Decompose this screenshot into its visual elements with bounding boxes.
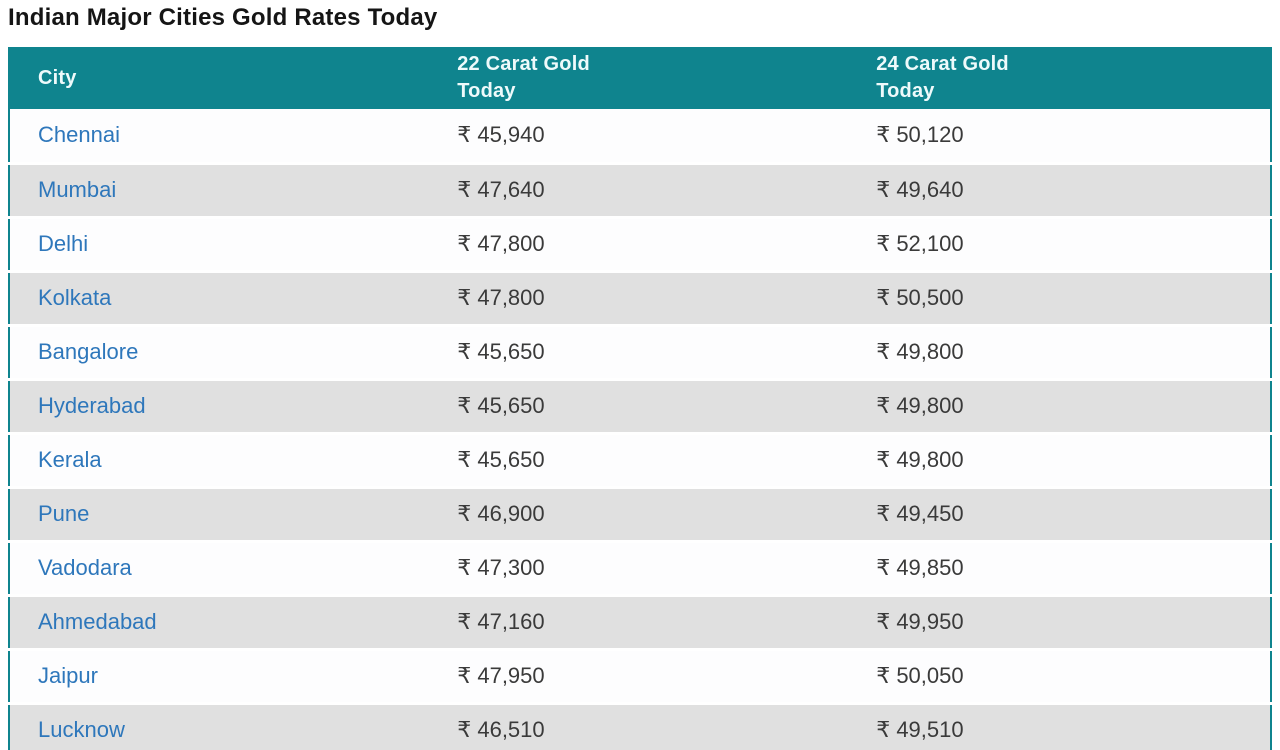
table-row: Bangalore ₹ 45,650 ₹ 49,800 [9,325,1271,381]
table-row: Pune ₹ 46,900 ₹ 49,450 [9,487,1271,543]
gold-22-carat-value: ₹ 45,940 [429,109,849,165]
gold-22-carat-value: ₹ 45,650 [429,379,849,435]
city-link[interactable]: Pune [38,501,90,526]
gold-24-carat-value: ₹ 49,800 [848,325,1271,381]
city-cell: Kolkata [9,271,430,327]
city-cell: Ahmedabad [9,595,430,651]
city-link[interactable]: Ahmedabad [38,609,157,634]
city-cell: Vadodara [9,541,430,597]
city-cell: Pune [9,487,430,543]
table-header-row: City 22 Carat Gold Today 24 Carat Gold T… [9,48,1271,109]
gold-24-carat-value: ₹ 49,800 [848,433,1271,489]
gold-22-carat-value: ₹ 46,900 [429,487,849,543]
table-row: Vadodara ₹ 47,300 ₹ 49,850 [9,541,1271,597]
city-link[interactable]: Hyderabad [38,393,146,418]
city-link[interactable]: Jaipur [38,663,98,688]
gold-24-carat-value: ₹ 50,050 [848,649,1271,705]
gold-24-carat-value: ₹ 49,800 [848,379,1271,435]
table-header: City 22 Carat Gold Today 24 Carat Gold T… [9,48,1271,109]
table-body: Chennai ₹ 45,940 ₹ 50,120 Mumbai ₹ 47,64… [9,109,1271,750]
column-header-24-carat: 24 Carat Gold Today [848,48,1271,109]
city-link[interactable]: Chennai [38,122,120,148]
gold-24-carat-value: ₹ 50,500 [848,271,1271,327]
city-link[interactable]: Kerala [38,447,102,472]
gold-22-carat-value: ₹ 47,800 [429,217,849,273]
gold-24-carat-value: ₹ 49,950 [848,595,1271,651]
gold-22-carat-value: ₹ 47,300 [429,541,849,597]
gold-24-carat-value: ₹ 52,100 [848,217,1271,273]
page-title: Indian Major Cities Gold Rates Today [8,4,438,31]
gold-24-carat-value: ₹ 49,450 [848,487,1271,543]
gold-22-carat-value: ₹ 47,950 [429,649,849,705]
table-row: Kerala ₹ 45,650 ₹ 49,800 [9,433,1271,489]
city-link[interactable]: Kolkata [38,285,112,310]
gold-24-carat-value: ₹ 49,850 [848,541,1271,597]
city-cell: Mumbai [9,163,430,219]
table-row: Delhi ₹ 47,800 ₹ 52,100 [9,217,1271,273]
city-link[interactable]: Mumbai [38,177,117,202]
city-cell: Delhi [9,217,430,273]
table-row: Hyderabad ₹ 45,650 ₹ 49,800 [9,379,1271,435]
gold-24-carat-value: ₹ 50,120 [848,109,1271,165]
column-header-city: City [9,48,430,109]
gold-22-carat-value: ₹ 45,650 [429,433,849,489]
column-header-22-carat: 22 Carat Gold Today [429,48,849,109]
city-cell: Chennai [9,109,430,165]
city-cell: Hyderabad [9,379,430,435]
table-row: Kolkata ₹ 47,800 ₹ 50,500 [9,271,1271,327]
gold-22-carat-value: ₹ 45,650 [429,325,849,381]
gold-24-carat-value: ₹ 49,640 [848,163,1271,219]
city-link[interactable]: Bangalore [38,339,139,364]
city-link[interactable]: Vadodara [38,555,132,580]
gold-22-carat-value: ₹ 46,510 [429,703,849,750]
city-link[interactable]: Lucknow [38,717,125,742]
city-link[interactable]: Delhi [38,231,89,256]
table-row: Chennai ₹ 45,940 ₹ 50,120 [9,109,1271,165]
gold-22-carat-value: ₹ 47,160 [429,595,849,651]
city-cell: Bangalore [9,325,430,381]
gold-22-carat-value: ₹ 47,640 [429,163,849,219]
table-row: Mumbai ₹ 47,640 ₹ 49,640 [9,163,1271,219]
city-cell: Jaipur [9,649,430,705]
table-row: Jaipur ₹ 47,950 ₹ 50,050 [9,649,1271,705]
gold-24-carat-value: ₹ 49,510 [848,703,1271,750]
gold-rates-table: City 22 Carat Gold Today 24 Carat Gold T… [8,47,1272,750]
city-cell: Kerala [9,433,430,489]
table-row: Ahmedabad ₹ 47,160 ₹ 49,950 [9,595,1271,651]
table-row: Lucknow ₹ 46,510 ₹ 49,510 [9,703,1271,750]
gold-22-carat-value: ₹ 47,800 [429,271,849,327]
city-cell: Lucknow [9,703,430,750]
